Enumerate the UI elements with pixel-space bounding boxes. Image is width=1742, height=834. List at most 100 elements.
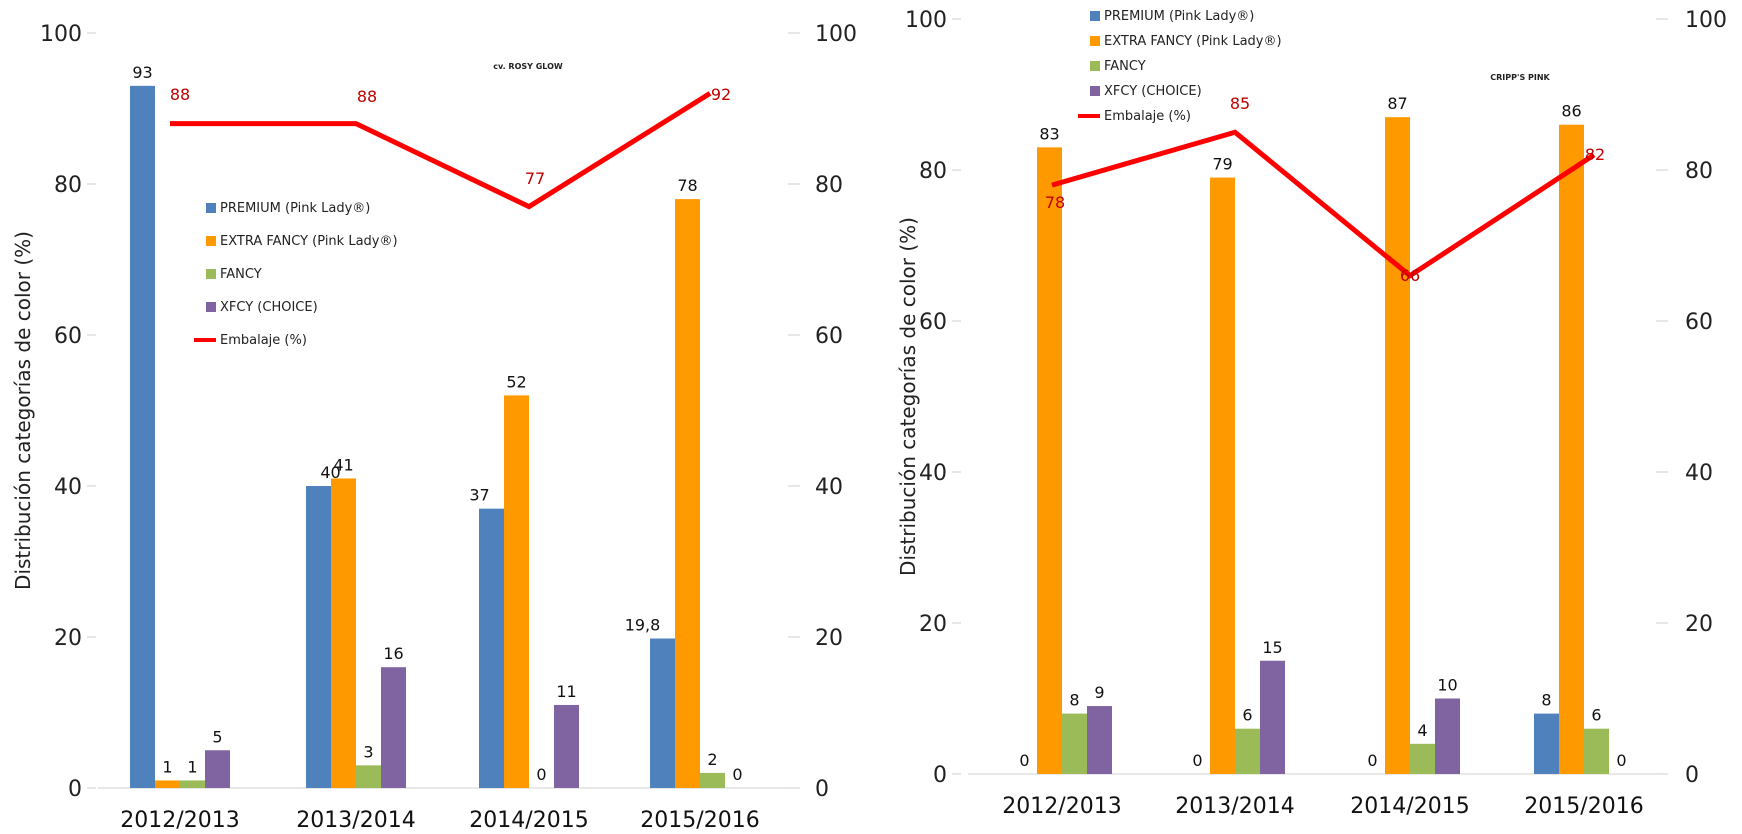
x-category-label: 2015/2016: [1524, 794, 1643, 819]
bar-value-label: 0: [1367, 751, 1377, 770]
bar-3-0: [205, 750, 230, 788]
y-tick-label: 40: [919, 461, 947, 486]
bar-value-label: 0: [732, 765, 742, 784]
bar-value-label: 86: [1561, 102, 1581, 121]
y2-tick-label: 60: [815, 324, 843, 349]
bar-value-label: 8: [1541, 691, 1551, 710]
y-tick-label: 0: [933, 763, 947, 788]
bar-2-3: [1584, 728, 1609, 774]
bar-value-label: 16: [383, 644, 403, 663]
y-tick-label: 80: [919, 159, 947, 184]
line-value-label: 66: [1400, 266, 1420, 285]
bar-value-label: 6: [1242, 706, 1252, 725]
line-value-label: 88: [170, 85, 190, 104]
embalaje-line: [170, 91, 712, 210]
legend-swatch: [206, 236, 216, 246]
y-tick-label: 60: [919, 310, 947, 335]
bar-value-label: 83: [1039, 124, 1059, 143]
legend-swatch: [1090, 86, 1100, 96]
legend-swatch: [1090, 11, 1100, 21]
bar-value-label: 78: [677, 176, 697, 195]
bar-0-2: [479, 508, 504, 788]
bar-2-2: [1410, 743, 1435, 774]
legend-label: PREMIUM (Pink Lady®): [1104, 9, 1254, 24]
bar-value-label: 79: [1212, 155, 1232, 174]
bar-value-label: 9: [1094, 683, 1104, 702]
bar-2-3: [700, 772, 725, 788]
y-axis-title: Distribución categorías de color (%): [896, 217, 920, 576]
line-value-label: 92: [711, 85, 731, 104]
bar-2-0: [180, 780, 205, 788]
x-category-label: 2013/2014: [1175, 794, 1294, 819]
x-category-label: 2014/2015: [469, 808, 588, 833]
bar-0-1: [306, 486, 331, 788]
bar-value-label: 87: [1387, 94, 1407, 113]
bar-1-3: [1559, 124, 1584, 774]
legend-swatch: [1090, 61, 1100, 71]
y-tick-label: 40: [54, 475, 82, 500]
bar-value-label: 37: [469, 486, 489, 505]
bar-value-label: 93: [132, 63, 152, 82]
bar-value-label: 10: [1437, 676, 1457, 695]
bar-1-1: [1210, 177, 1235, 775]
bar-value-label: 15: [1262, 638, 1282, 657]
bar-value-label: 6: [1591, 706, 1601, 725]
bar-value-label: 19,8: [625, 616, 661, 635]
x-category-label: 2012/2013: [120, 808, 239, 833]
y-tick-label: 20: [54, 626, 82, 651]
chart-annotation: cv. ROSY GLOW: [493, 62, 563, 71]
bar-value-label: 4: [1417, 721, 1427, 740]
y2-tick-label: 60: [1685, 310, 1713, 335]
y2-tick-label: 40: [1685, 461, 1713, 486]
legend-label: PREMIUM (Pink Lady®): [220, 201, 370, 216]
bar-value-label: 0: [1192, 751, 1202, 770]
line-value-label: 82: [1585, 145, 1605, 164]
y-tick-label: 20: [919, 612, 947, 637]
line-value-label: 78: [1045, 193, 1065, 212]
bar-1-1: [331, 478, 356, 788]
legend-swatch: [206, 269, 216, 279]
bar-value-label: 0: [1019, 751, 1029, 770]
y-tick-label: 0: [68, 777, 82, 802]
y2-tick-label: 80: [1685, 159, 1713, 184]
legend-label: EXTRA FANCY (Pink Lady®): [1104, 34, 1282, 49]
bar-3-2: [554, 704, 579, 788]
y2-tick-label: 20: [815, 626, 843, 651]
bar-2-0: [1062, 713, 1087, 774]
bar-value-label: 8: [1069, 691, 1079, 710]
legend-label: Embalaje (%): [1104, 109, 1191, 124]
legend-swatch: [1090, 36, 1100, 46]
y-axis-title: Distribución categorías de color (%): [11, 231, 35, 590]
line-value-label: 77: [525, 169, 545, 188]
legend-label: FANCY: [1104, 59, 1146, 74]
bar-0-0: [130, 85, 155, 789]
y2-tick-label: 0: [1685, 763, 1699, 788]
bar-value-label: 1: [162, 757, 172, 776]
bar-value-label: 0: [536, 765, 546, 784]
bar-value-label: 52: [506, 372, 526, 391]
bar-3-1: [381, 667, 406, 788]
x-category-label: 2012/2013: [1002, 794, 1121, 819]
y2-tick-label: 0: [815, 777, 829, 802]
bar-2-1: [1235, 728, 1260, 774]
x-category-label: 2014/2015: [1350, 794, 1469, 819]
bar-value-label: 1: [187, 757, 197, 776]
bar-value-label: 41: [333, 455, 353, 474]
bar-3-2: [1435, 698, 1460, 774]
line-value-label: 85: [1230, 94, 1250, 113]
legend-label: EXTRA FANCY (Pink Lady®): [220, 234, 398, 249]
y2-tick-label: 40: [815, 475, 843, 500]
y-tick-label: 100: [905, 8, 947, 33]
y-tick-label: 60: [54, 324, 82, 349]
legend-label: XFCY (CHOICE): [220, 300, 318, 315]
y-tick-label: 100: [40, 22, 82, 47]
bar-1-3: [675, 199, 700, 789]
bar-value-label: 40: [320, 463, 340, 482]
legend-label: XFCY (CHOICE): [1104, 84, 1202, 99]
legend: PREMIUM (Pink Lady®) EXTRA FANCY (Pink La…: [1078, 9, 1282, 124]
y2-tick-label: 100: [1685, 8, 1727, 33]
bar-value-label: 5: [212, 727, 222, 746]
